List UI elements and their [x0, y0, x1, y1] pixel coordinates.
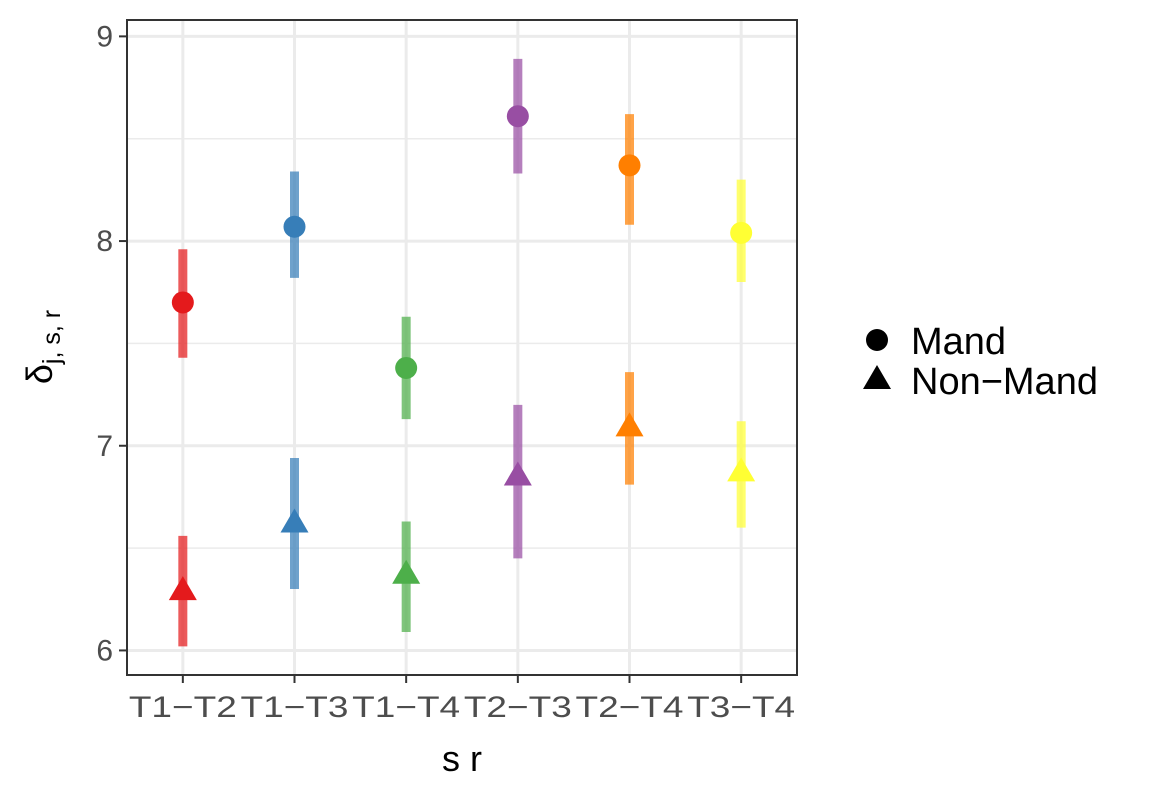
legend-label: Mand: [911, 321, 1006, 363]
svg-text:δj, s, r: δj, s, r: [19, 310, 66, 384]
data-points: [168, 105, 756, 601]
data-point-triangle: [280, 508, 309, 533]
y-axis-title-subscript: j, s, r: [38, 310, 66, 365]
plot-panel-border: [126, 19, 798, 676]
data-point-circle: [730, 221, 753, 244]
y-tick-label: 8: [96, 225, 113, 258]
legend-label: Non−Mand: [911, 361, 1098, 403]
x-tick-label: T2−T4: [576, 691, 684, 724]
plot-panel-background: [127, 20, 797, 675]
x-tick-label: T1−T2: [129, 691, 237, 724]
legend-key-triangle: [863, 365, 891, 389]
y-tick-label: 7: [96, 430, 113, 463]
data-point-circle: [395, 356, 418, 379]
x-tick-label: T1−T3: [241, 691, 349, 724]
x-axis-title: s r: [442, 738, 482, 779]
x-tick-label: T3−T4: [687, 691, 795, 724]
data-point-triangle: [503, 461, 532, 486]
data-point-circle: [171, 291, 194, 314]
data-point-circle: [506, 105, 529, 128]
x-tick-label: T1−T4: [352, 691, 460, 724]
legend-key-circle: [866, 329, 888, 351]
y-tick-label: 6: [96, 634, 113, 667]
axes: 6 7 8 9 T1−T2 T1−T3 T1−T4 T2−T3 T2−T4 T3−T4: [96, 20, 795, 724]
y-axis-title: δj, s, r: [19, 310, 66, 384]
data-point-triangle: [168, 576, 197, 601]
data-point-triangle: [392, 559, 421, 584]
data-point-triangle: [615, 412, 644, 437]
y-axis-title-base: δ: [19, 364, 60, 384]
data-point-circle: [283, 215, 306, 238]
data-point-circle: [618, 154, 641, 177]
y-tick-label: 9: [96, 20, 113, 53]
data-point-triangle: [727, 457, 756, 482]
x-tick-label: T2−T3: [464, 691, 572, 724]
